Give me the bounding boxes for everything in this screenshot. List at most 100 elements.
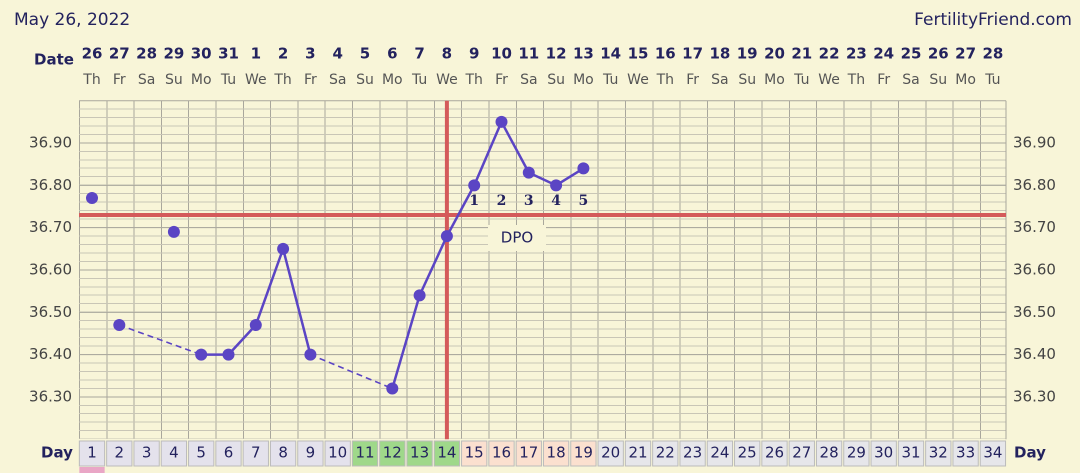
day-number: 10 [328,444,347,462]
day-cell [734,440,761,467]
temp-point [277,242,290,255]
day-cell [297,440,324,467]
day-label: Day [1014,444,1046,462]
date: 17 [682,45,703,63]
date: 4 [332,45,342,63]
temp-point [522,166,535,179]
temp-point [440,230,453,243]
date: 15 [628,45,649,63]
date: 7 [414,45,424,63]
day-number: 32 [929,444,948,462]
day-number: 19 [574,444,593,462]
day-number: 12 [383,444,402,462]
date: 11 [518,45,539,63]
marker-strip [79,467,105,473]
temp-point [113,319,126,332]
day-cell [597,440,624,467]
dpo-number: 4 [551,193,561,209]
temp-point [577,162,590,175]
date: 5 [360,45,370,63]
dpo-number: 5 [579,193,589,209]
temp-segment [254,248,285,326]
day-cell [761,440,788,467]
day-cell [160,440,188,467]
day-cell [897,440,925,467]
weekday: Su [929,72,947,88]
y-tick-label: 36.70 [1013,218,1056,236]
day-cell [815,440,843,467]
date: 1 [251,45,261,63]
day-number: 1 [87,444,97,462]
temp-point [222,348,235,361]
date: 24 [873,45,894,63]
weekday: Su [165,72,183,88]
day-number: 17 [519,444,538,462]
date: 6 [387,45,397,63]
day-number: 33 [956,444,975,462]
temp-segment [391,295,421,389]
day-cell [570,440,597,467]
day-cell [324,440,351,467]
temp-point [386,382,399,395]
weekday: Fr [877,72,890,88]
weekday: Tu [602,72,618,88]
weekday: Th [464,72,482,88]
day-number: 7 [251,444,261,462]
temp-segment [281,248,312,355]
temp-segment [500,121,530,174]
day-number: 31 [901,444,920,462]
y-tick-label: 36.30 [1013,387,1056,405]
date: 28 [982,45,1003,63]
y-tick-label: 36.80 [29,176,72,194]
temp-segment [473,121,503,186]
day-number: 11 [355,444,374,462]
date: 26 [82,45,103,63]
day-cell [379,440,406,467]
weekday: Th [656,72,674,88]
chart-title: May 26, 2022 [14,10,130,30]
weekday: Th [82,72,100,88]
weekday: Sa [138,72,155,88]
weekday: Su [356,72,374,88]
weekday: Th [273,72,291,88]
weekday: Fr [304,72,317,88]
date: 3 [305,45,315,63]
excluded-point [167,225,180,238]
temp-point [468,179,481,192]
weekday: Fr [495,72,508,88]
dpo-number: 1 [469,193,479,209]
date: 13 [573,45,594,63]
day-number: 22 [656,444,675,462]
day-cell [215,440,242,467]
day-cell [870,440,897,467]
day-cell [542,440,570,467]
date: 10 [491,45,512,63]
day-number: 29 [847,444,866,462]
day-cell [652,440,679,467]
day-number: 26 [765,444,784,462]
date: 9 [469,45,479,63]
date: 2 [278,45,288,63]
day-number: 15 [465,444,484,462]
y-tick-label: 36.50 [1013,303,1056,321]
date: 29 [163,45,184,63]
date-label: Date [34,51,74,69]
temp-point [195,348,208,361]
day-cell [78,440,106,467]
date: 27 [955,45,976,63]
day-number: 5 [196,444,206,462]
day-number: 2 [115,444,125,462]
day-cell [843,440,870,467]
y-tick-label: 36.90 [1013,134,1056,152]
weekday: Tu [411,72,427,88]
day-number: 27 [792,444,811,462]
weekday: Su [547,72,565,88]
date: 26 [928,45,949,63]
temp-segment [445,184,476,237]
day-cell [242,440,269,467]
weekday: Tu [984,72,1000,88]
day-number: 21 [628,444,647,462]
temp-point [249,319,262,332]
day-cell [515,440,542,467]
y-tick-label: 36.40 [29,345,72,363]
